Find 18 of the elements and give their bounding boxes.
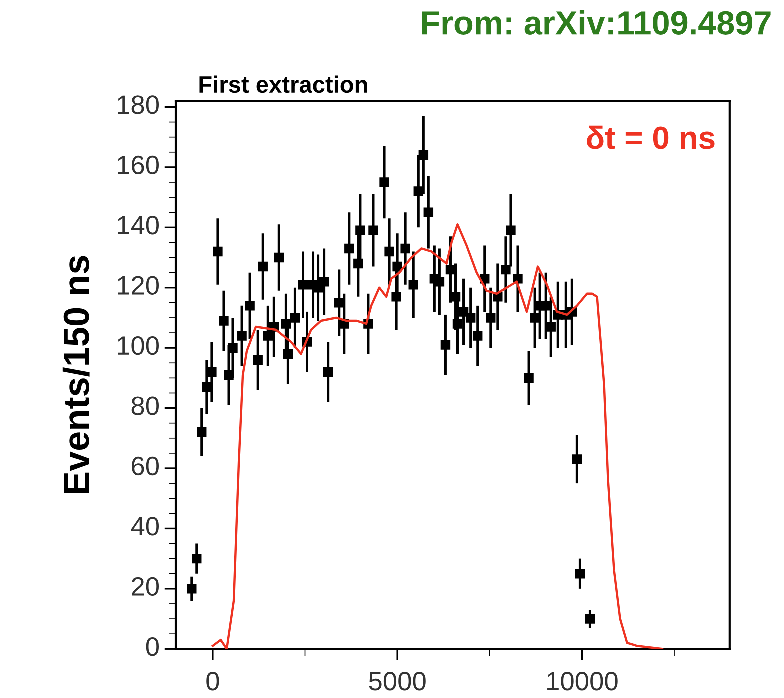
y-tick-label: 100 — [118, 336, 160, 356]
y-tick-label: 0 — [146, 638, 160, 656]
y-axis-title: Events/150 ns — [62, 256, 90, 494]
y-tick-label: 120 — [118, 276, 160, 295]
y-tick-label: 40 — [131, 517, 160, 536]
x-tick-label: 5000 — [369, 672, 426, 691]
y-tick-label: 20 — [132, 577, 160, 596]
text: From: arXiv:1109.4897 — [422, 10, 771, 35]
chart-title: First extraction — [200, 76, 368, 94]
y-tick-label: 140 — [118, 216, 160, 235]
line-series — [212, 224, 664, 650]
y-tick-label: 160 — [118, 156, 160, 175]
y-tick-label: 80 — [132, 396, 160, 416]
y-tick-label: 180 — [118, 96, 160, 114]
y-tick-label: 60 — [132, 456, 160, 476]
annotation: δt = 0 ns — [587, 126, 715, 150]
x-tick-label: 10000 — [548, 672, 618, 691]
x-tick-label: 0 — [206, 672, 220, 691]
